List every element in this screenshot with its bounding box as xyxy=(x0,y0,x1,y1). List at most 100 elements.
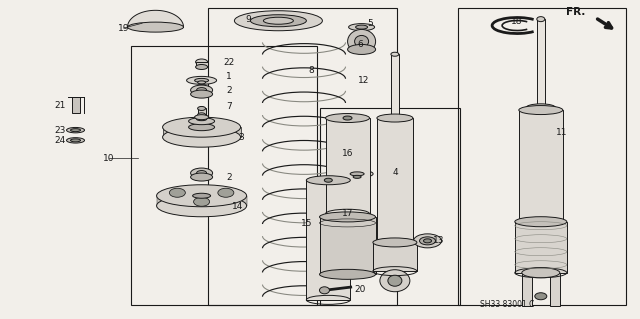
Ellipse shape xyxy=(196,88,207,93)
Ellipse shape xyxy=(319,269,376,279)
Ellipse shape xyxy=(70,129,81,132)
Bar xyxy=(208,8,397,305)
Text: 17: 17 xyxy=(342,209,354,218)
Text: 23: 23 xyxy=(54,126,66,135)
Ellipse shape xyxy=(187,76,216,85)
Bar xyxy=(391,54,399,121)
Text: 2: 2 xyxy=(227,86,232,95)
Ellipse shape xyxy=(526,104,556,112)
Bar xyxy=(458,8,626,305)
Text: 24: 24 xyxy=(54,136,66,145)
Ellipse shape xyxy=(191,85,212,95)
Bar xyxy=(163,127,241,137)
Bar xyxy=(319,217,376,274)
Ellipse shape xyxy=(319,287,330,294)
Ellipse shape xyxy=(218,188,234,197)
Text: 14: 14 xyxy=(232,202,244,211)
Ellipse shape xyxy=(198,113,205,117)
Ellipse shape xyxy=(348,44,376,55)
Text: 11: 11 xyxy=(556,128,567,137)
Ellipse shape xyxy=(420,237,436,245)
Text: FR.: FR. xyxy=(566,7,585,17)
Bar xyxy=(196,62,207,67)
Bar xyxy=(550,273,560,306)
Text: 2: 2 xyxy=(227,173,232,182)
Bar xyxy=(373,242,417,271)
Bar xyxy=(131,46,317,305)
Text: 5: 5 xyxy=(368,19,373,28)
Ellipse shape xyxy=(326,114,369,122)
Bar xyxy=(307,180,350,300)
Bar xyxy=(522,273,532,306)
Text: 19: 19 xyxy=(118,24,129,33)
Text: 18: 18 xyxy=(511,17,523,26)
Text: 21: 21 xyxy=(54,101,66,110)
Text: 9: 9 xyxy=(246,15,251,24)
Bar xyxy=(537,19,545,110)
Ellipse shape xyxy=(373,238,417,247)
Ellipse shape xyxy=(234,11,323,31)
Ellipse shape xyxy=(67,138,84,143)
Text: SH33 83001 C: SH33 83001 C xyxy=(481,300,534,309)
Polygon shape xyxy=(127,10,184,27)
Ellipse shape xyxy=(353,175,361,178)
Bar xyxy=(198,108,205,115)
Ellipse shape xyxy=(391,52,399,56)
Bar xyxy=(326,118,369,214)
Ellipse shape xyxy=(191,173,212,181)
Ellipse shape xyxy=(198,107,205,110)
Text: 10: 10 xyxy=(103,154,115,163)
Bar xyxy=(515,222,567,273)
Text: 16: 16 xyxy=(342,149,353,158)
Ellipse shape xyxy=(380,270,410,292)
Ellipse shape xyxy=(157,195,246,217)
Ellipse shape xyxy=(163,117,241,137)
Ellipse shape xyxy=(356,25,367,29)
Text: 22: 22 xyxy=(223,58,235,67)
Text: 7: 7 xyxy=(227,102,232,111)
Ellipse shape xyxy=(350,172,364,176)
Bar xyxy=(519,110,563,223)
Ellipse shape xyxy=(515,217,567,227)
Ellipse shape xyxy=(377,114,413,122)
Text: 6: 6 xyxy=(358,40,363,48)
Ellipse shape xyxy=(195,78,209,82)
Ellipse shape xyxy=(535,293,547,300)
Ellipse shape xyxy=(519,106,563,115)
Ellipse shape xyxy=(198,81,205,84)
Ellipse shape xyxy=(127,22,184,32)
Ellipse shape xyxy=(355,35,369,48)
Ellipse shape xyxy=(170,188,186,197)
Text: 1: 1 xyxy=(227,72,232,81)
Ellipse shape xyxy=(319,212,376,222)
Text: 3: 3 xyxy=(239,133,244,142)
Ellipse shape xyxy=(196,64,207,70)
Ellipse shape xyxy=(343,116,352,120)
Ellipse shape xyxy=(264,17,293,24)
Text: 20: 20 xyxy=(355,285,366,294)
Bar xyxy=(320,108,460,305)
Text: 13: 13 xyxy=(433,236,445,245)
Text: 4: 4 xyxy=(392,168,397,177)
Ellipse shape xyxy=(388,275,402,286)
Ellipse shape xyxy=(349,24,374,31)
Ellipse shape xyxy=(196,59,207,65)
Ellipse shape xyxy=(191,90,212,98)
Ellipse shape xyxy=(193,193,211,198)
Ellipse shape xyxy=(191,168,212,178)
Ellipse shape xyxy=(163,127,241,147)
Ellipse shape xyxy=(250,15,307,27)
Ellipse shape xyxy=(348,29,376,54)
Ellipse shape xyxy=(424,239,431,243)
Ellipse shape xyxy=(413,234,442,248)
Text: 15: 15 xyxy=(301,219,313,228)
Ellipse shape xyxy=(189,124,214,131)
Bar xyxy=(377,118,413,246)
Bar xyxy=(72,97,79,113)
Ellipse shape xyxy=(157,185,246,207)
Ellipse shape xyxy=(189,118,214,125)
Ellipse shape xyxy=(193,197,210,206)
Ellipse shape xyxy=(196,118,207,121)
Text: 12: 12 xyxy=(358,76,369,85)
Text: 8: 8 xyxy=(309,66,314,75)
